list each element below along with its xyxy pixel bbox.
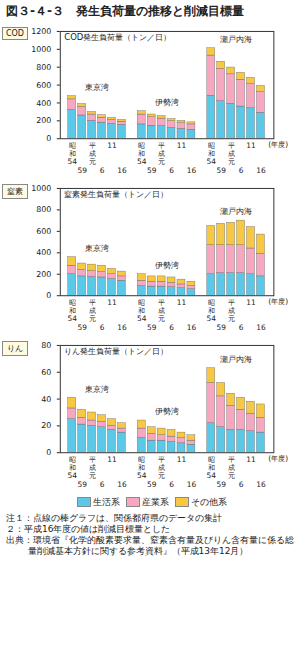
svg-text:平成元: 平成元 bbox=[158, 297, 165, 322]
html-text:りん: りん bbox=[6, 343, 23, 353]
svg-text:59: 59 bbox=[147, 323, 157, 332]
svg-text:59: 59 bbox=[77, 323, 87, 332]
svg-text:昭和54: 昭和54 bbox=[137, 141, 147, 166]
svg-text:瀬戸内海: 瀬戸内海 bbox=[220, 206, 252, 216]
html-text:２：平成16年度の値は削減目標量とした: ２：平成16年度の値は削減目標量とした bbox=[6, 523, 171, 534]
svg-text:平成元: 平成元 bbox=[88, 454, 95, 479]
svg-text:0: 0 bbox=[46, 448, 51, 457]
svg-text:瀬戸内海: 瀬戸内海 bbox=[220, 34, 252, 44]
svg-text:400: 400 bbox=[36, 248, 51, 257]
svg-text:昭和54: 昭和54 bbox=[67, 297, 77, 322]
svg-text:40: 40 bbox=[41, 394, 51, 403]
svg-text:6: 6 bbox=[169, 323, 174, 332]
svg-text:16: 16 bbox=[256, 480, 266, 489]
svg-text:16: 16 bbox=[256, 323, 266, 332]
svg-text:1000: 1000 bbox=[31, 184, 51, 193]
svg-text:6: 6 bbox=[169, 166, 174, 175]
html-text:生活系: 生活系 bbox=[92, 496, 120, 507]
svg-text:11: 11 bbox=[177, 141, 187, 150]
svg-text:6: 6 bbox=[239, 323, 244, 332]
svg-text:0: 0 bbox=[46, 291, 51, 300]
svg-text:59: 59 bbox=[147, 166, 157, 175]
html-text:その他系: その他系 bbox=[190, 496, 227, 507]
svg-text:59: 59 bbox=[216, 166, 226, 175]
svg-text:6: 6 bbox=[99, 166, 104, 175]
svg-text:11: 11 bbox=[246, 454, 256, 463]
svg-text:平成元: 平成元 bbox=[158, 141, 165, 166]
svg-text:59: 59 bbox=[216, 323, 226, 332]
svg-text:伊勢湾: 伊勢湾 bbox=[155, 97, 179, 107]
svg-text:6: 6 bbox=[99, 480, 104, 489]
svg-text:16: 16 bbox=[117, 166, 127, 175]
svg-text:11: 11 bbox=[177, 454, 187, 463]
svg-text:1000: 1000 bbox=[31, 45, 51, 54]
svg-text:0: 0 bbox=[46, 134, 51, 143]
svg-text:窒素発生負荷量（トン／日）: 窒素発生負荷量（トン／日） bbox=[64, 189, 168, 199]
svg-text:6: 6 bbox=[99, 323, 104, 332]
svg-text:200: 200 bbox=[36, 116, 51, 125]
svg-text:16: 16 bbox=[187, 323, 197, 332]
svg-text:平成元: 平成元 bbox=[88, 141, 95, 166]
svg-text:(年度): (年度) bbox=[268, 454, 288, 463]
svg-text:16: 16 bbox=[256, 166, 266, 175]
svg-text:6: 6 bbox=[169, 480, 174, 489]
svg-text:昭和54: 昭和54 bbox=[137, 454, 147, 479]
svg-text:伊勢湾: 伊勢湾 bbox=[155, 406, 179, 416]
svg-text:(年度): (年度) bbox=[268, 140, 288, 149]
svg-text:伊勢湾: 伊勢湾 bbox=[155, 260, 179, 270]
html-text:図３-４-３ 発生負荷量の推移と削減目標量: 図３-４-３ 発生負荷量の推移と削減目標量 bbox=[6, 4, 244, 18]
svg-text:昭和54: 昭和54 bbox=[206, 141, 216, 166]
svg-text:400: 400 bbox=[36, 99, 51, 108]
svg-text:20: 20 bbox=[41, 421, 51, 430]
svg-text:11: 11 bbox=[107, 297, 117, 306]
svg-text:6: 6 bbox=[239, 166, 244, 175]
html-text:注１：点線の棒グラフは、関係都府県のデータの集計: 注１：点線の棒グラフは、関係都府県のデータの集計 bbox=[6, 512, 222, 523]
svg-text:平成元: 平成元 bbox=[158, 454, 165, 479]
svg-text:東京湾: 東京湾 bbox=[85, 82, 109, 92]
svg-text:60: 60 bbox=[41, 368, 51, 377]
svg-text:昭和54: 昭和54 bbox=[206, 297, 216, 322]
svg-text:東京湾: 東京湾 bbox=[85, 383, 109, 393]
svg-text:16: 16 bbox=[187, 166, 197, 175]
svg-text:昭和54: 昭和54 bbox=[67, 454, 77, 479]
svg-text:11: 11 bbox=[246, 141, 256, 150]
svg-text:600: 600 bbox=[36, 81, 51, 90]
svg-text:59: 59 bbox=[77, 166, 87, 175]
svg-text:11: 11 bbox=[107, 454, 117, 463]
svg-text:平成元: 平成元 bbox=[227, 141, 234, 166]
svg-text:59: 59 bbox=[147, 480, 157, 489]
svg-text:59: 59 bbox=[216, 480, 226, 489]
svg-text:200: 200 bbox=[36, 270, 51, 279]
svg-text:りん発生負荷量（トン／日）: りん発生負荷量（トン／日） bbox=[64, 346, 168, 356]
svg-text:16: 16 bbox=[187, 480, 197, 489]
svg-text:(年度): (年度) bbox=[268, 297, 288, 306]
svg-text:瀬戸内海: 瀬戸内海 bbox=[220, 354, 252, 364]
svg-text:COD発生負荷量（トン／日）: COD発生負荷量（トン／日） bbox=[64, 32, 171, 42]
svg-text:6: 6 bbox=[239, 480, 244, 489]
svg-text:平成元: 平成元 bbox=[227, 297, 234, 322]
svg-text:東京湾: 東京湾 bbox=[85, 243, 109, 253]
svg-text:600: 600 bbox=[36, 227, 51, 236]
html-text:産業系: 産業系 bbox=[141, 496, 169, 507]
html-text:出典：環境省『化学的酸素要求量、窒素含有量及びりん含有量に係: 出典：環境省『化学的酸素要求量、窒素含有量及びりん含有量に係る総量削減基本方針に… bbox=[6, 534, 294, 556]
svg-text:昭和54: 昭和54 bbox=[67, 141, 77, 166]
svg-text:16: 16 bbox=[117, 480, 127, 489]
svg-text:昭和54: 昭和54 bbox=[206, 454, 216, 479]
svg-text:平成元: 平成元 bbox=[88, 297, 95, 322]
svg-text:80: 80 bbox=[41, 341, 51, 350]
svg-text:平成元: 平成元 bbox=[227, 454, 234, 479]
html-text:COD: COD bbox=[5, 29, 24, 38]
svg-text:11: 11 bbox=[246, 297, 256, 306]
svg-text:11: 11 bbox=[177, 297, 187, 306]
svg-text:800: 800 bbox=[36, 205, 51, 214]
svg-text:16: 16 bbox=[117, 323, 127, 332]
html-text:窒素: 窒素 bbox=[6, 186, 23, 196]
svg-text:1200: 1200 bbox=[31, 27, 51, 36]
svg-text:800: 800 bbox=[36, 63, 51, 72]
svg-text:11: 11 bbox=[107, 141, 117, 150]
svg-text:59: 59 bbox=[77, 480, 87, 489]
svg-text:昭和54: 昭和54 bbox=[137, 297, 147, 322]
